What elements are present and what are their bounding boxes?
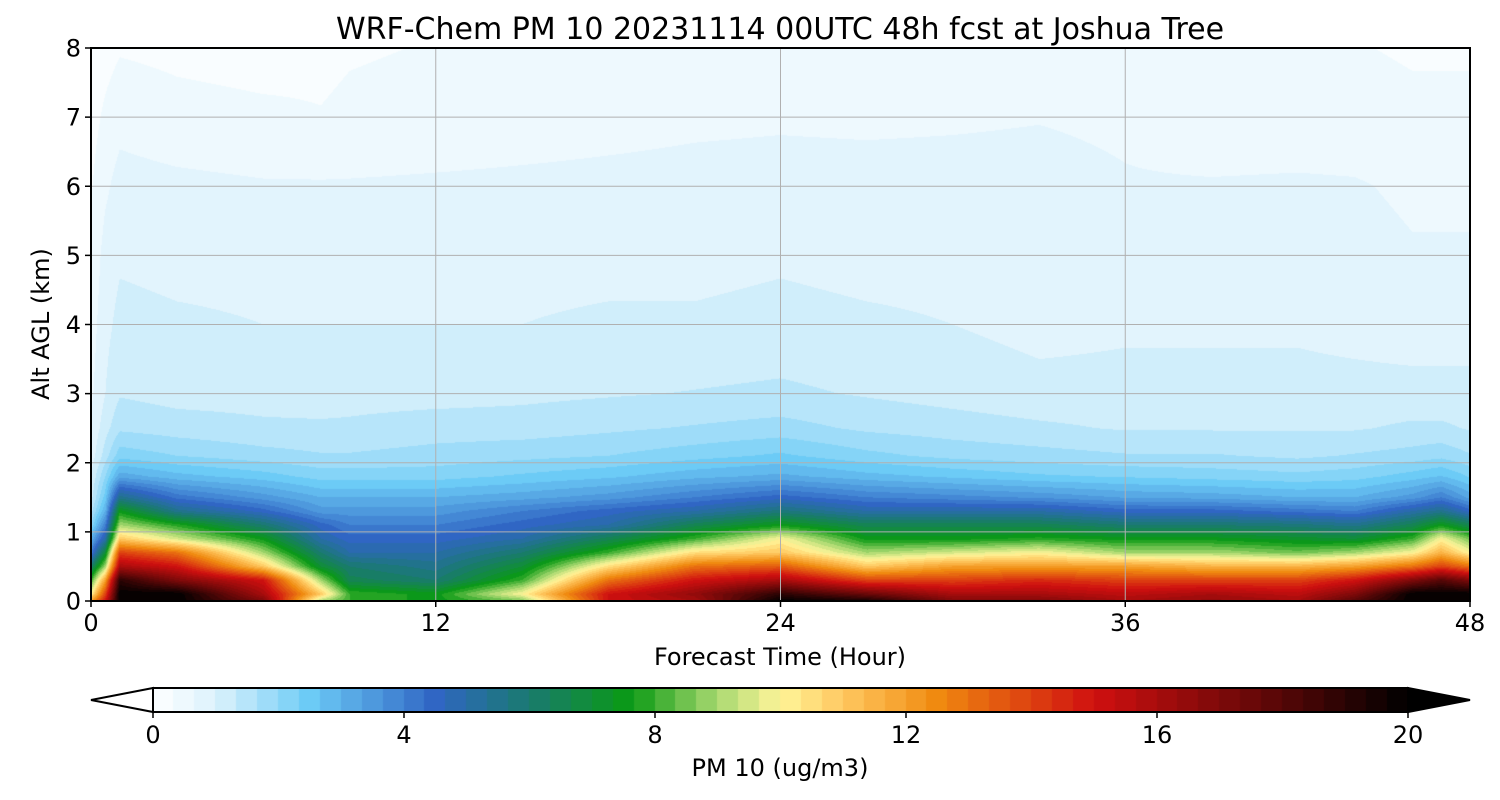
colorbar-tick-label: 4	[396, 721, 411, 749]
grid-lines	[91, 48, 1470, 601]
colorbar-extend-max	[1407, 686, 1471, 714]
colorbar-tick-label: 16	[1142, 721, 1173, 749]
x-tick-label: 36	[1110, 609, 1141, 637]
y-tick-label: 8	[66, 35, 81, 63]
colorbar-body	[153, 688, 1408, 712]
y-tick-label: 2	[66, 449, 81, 477]
y-tick-label: 1	[66, 518, 81, 546]
colorbar-tick-label: 12	[891, 721, 922, 749]
y-tick-label: 0	[66, 588, 81, 616]
colorbar-ticks: 0 4 8 12 16 20	[145, 712, 1423, 749]
x-tick-label: 12	[420, 609, 451, 637]
colorbar-frame	[152, 687, 1409, 713]
colorbar-tick-label: 0	[145, 721, 160, 749]
y-axis: 0 1 2 3 4 5 6 7 8	[66, 35, 91, 616]
y-tick-label: 7	[66, 104, 81, 132]
x-axis: 0 12 24 36 48	[83, 601, 1485, 637]
y-axis-title: Alt AGL (km)	[27, 248, 55, 400]
colorbar-label: PM 10 (ug/m3)	[692, 754, 869, 782]
colorbar-tick-label: 20	[1393, 721, 1424, 749]
colorbar-tick-label: 8	[647, 721, 662, 749]
colorbar-extend-min	[90, 686, 154, 714]
y-tick-label: 3	[66, 380, 81, 408]
x-axis-title: Forecast Time (Hour)	[654, 643, 906, 671]
y-tick-label: 4	[66, 311, 81, 339]
chart-title: WRF-Chem PM 10 20231114 00UTC 48h fcst a…	[336, 12, 1224, 47]
x-tick-label: 24	[765, 609, 796, 637]
x-tick-label: 0	[83, 609, 98, 637]
y-tick-label: 5	[66, 242, 81, 270]
x-tick-label: 48	[1455, 609, 1486, 637]
y-tick-label: 6	[66, 173, 81, 201]
colorbar-canvas	[153, 688, 1408, 712]
